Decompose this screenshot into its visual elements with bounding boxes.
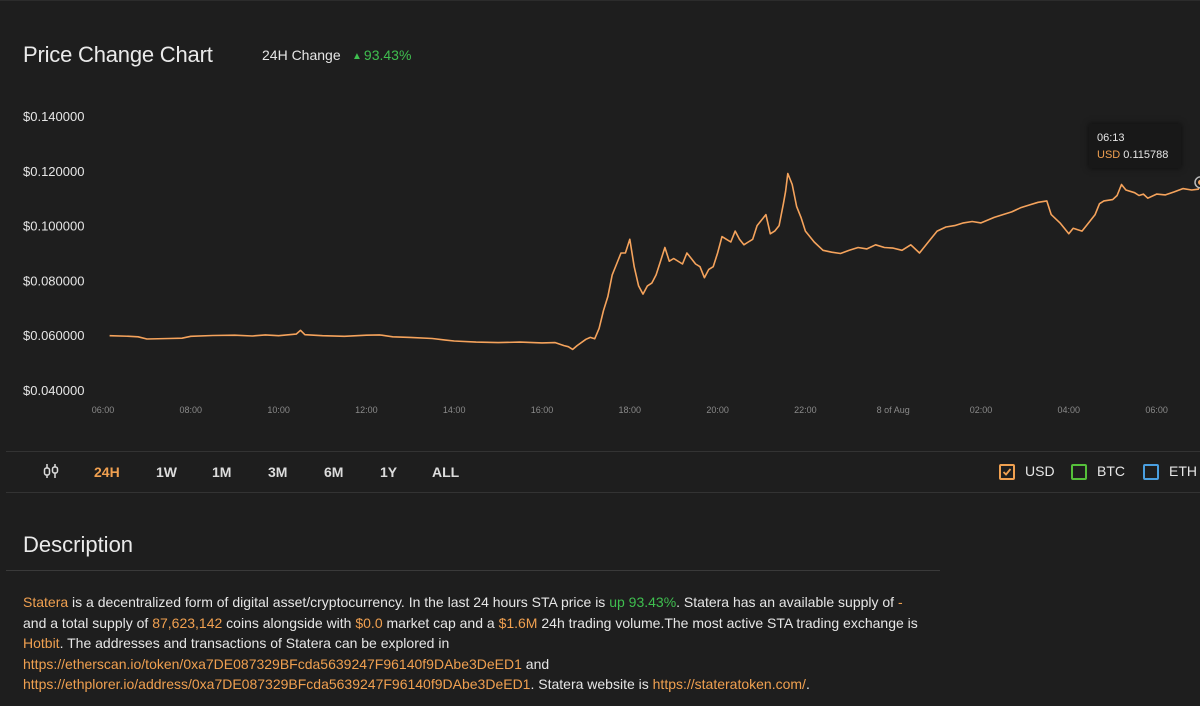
hover-marker: [1194, 176, 1200, 189]
description-fragment: 24h trading volume.The most active STA t…: [537, 614, 918, 631]
description-fragment: market cap and a: [382, 614, 499, 631]
change-value: ▲ 93.43%: [352, 47, 411, 63]
x-tick-label: 10:00: [267, 405, 290, 415]
y-tick-label: $0.080000: [23, 273, 84, 288]
range-1w-button[interactable]: 1W: [156, 464, 177, 480]
change-percent: 93.43%: [363, 47, 412, 63]
x-tick-label: 14:00: [443, 405, 466, 415]
x-axis-labels: 06:00 08:00 10:00 12:00 14:00 16:00 18:00 20:00…: [92, 405, 1168, 415]
usd-checkbox[interactable]: [999, 464, 1015, 480]
description-fragment: and a total supply of: [23, 614, 153, 631]
exchange-link[interactable]: Hotbit: [23, 635, 60, 651]
description-fragment: . Statera website is: [530, 676, 653, 692]
tooltip-value: 0.115788: [1123, 149, 1169, 161]
price-series-line: [109, 172, 1200, 351]
btc-checkbox[interactable]: [1071, 464, 1087, 480]
description-title: Description: [23, 532, 134, 557]
eth-label: ETH: [1169, 463, 1197, 479]
trading-volume: $1.6M: [498, 614, 538, 631]
y-tick-label: $0.060000: [23, 328, 84, 343]
description-fragment: . Statera has an available supply of: [676, 594, 898, 610]
range-selector-bar: 24H 1W 1M 3M 6M 1Y ALL USD BTC ETH: [6, 451, 1200, 493]
coin-name: Statera: [23, 594, 69, 610]
available-supply: -: [897, 594, 903, 610]
x-tick-label: 04:00: [1058, 405, 1081, 415]
description-divider: [6, 570, 940, 571]
x-tick-label: 8 of Aug: [877, 405, 910, 415]
usd-label: USD: [1025, 463, 1055, 479]
range-24h-button[interactable]: 24H: [94, 464, 120, 480]
y-tick-label: $0.140000: [23, 109, 84, 124]
range-6m-button[interactable]: 6M: [324, 464, 344, 480]
price-line-chart[interactable]: $0.140000 $0.120000 $0.100000 $0.080000 $0.0…: [0, 90, 1200, 425]
description-fragment: . The addresses and transactions of Stat…: [59, 635, 450, 651]
x-tick-label: 22:00: [794, 405, 817, 415]
check-icon: [1002, 468, 1012, 476]
x-tick-label: 08:00: [180, 405, 203, 415]
x-tick-label: 12:00: [355, 405, 378, 415]
ethplorer-link[interactable]: https://ethplorer.io/address/0xa7DE08732…: [23, 676, 531, 692]
candlestick-icon[interactable]: [43, 463, 59, 479]
description-fragment: coins alongside with: [222, 614, 356, 631]
price-tooltip: 06:13 USD 0.115788: [1089, 124, 1181, 168]
btc-label: BTC: [1097, 463, 1125, 479]
y-tick-label: $0.100000: [23, 219, 84, 234]
top-divider: [0, 0, 1200, 1]
y-tick-label: $0.040000: [23, 383, 84, 398]
total-supply: 87,623,142: [152, 614, 223, 631]
etherscan-link[interactable]: https://etherscan.io/token/0xa7DE087329B…: [23, 655, 522, 672]
description-fragment: .: [805, 676, 810, 692]
description-text: Statera is a decentralized form of digit…: [23, 592, 943, 695]
x-tick-label: 20:00: [706, 405, 729, 415]
tooltip-time: 06:13: [1097, 132, 1125, 144]
market-cap: $0.0: [355, 614, 383, 631]
x-tick-label: 06:00: [1145, 405, 1168, 415]
tooltip-currency: USD: [1097, 149, 1121, 161]
x-tick-label: 02:00: [970, 405, 993, 415]
y-axis-labels: $0.140000 $0.120000 $0.100000 $0.080000 $0.0…: [23, 109, 84, 398]
range-1y-button[interactable]: 1Y: [380, 464, 398, 480]
range-1m-button[interactable]: 1M: [212, 464, 232, 480]
range-all-button[interactable]: ALL: [432, 464, 460, 480]
chart-title: Price Change Chart: [23, 42, 213, 67]
up-arrow-icon: ▲: [352, 51, 362, 62]
range-3m-button[interactable]: 3M: [268, 464, 288, 480]
description-fragment: is a decentralized form of digital asset…: [68, 594, 610, 610]
website-link[interactable]: https://stateratoken.com/: [652, 676, 806, 692]
change-label: 24H Change: [262, 47, 341, 63]
description-fragment: and: [521, 655, 550, 672]
price-change-text: up 93.43%: [609, 594, 677, 610]
y-tick-label: $0.120000: [23, 164, 84, 179]
x-tick-label: 16:00: [531, 405, 554, 415]
x-tick-label: 06:00: [92, 405, 115, 415]
x-tick-label: 18:00: [619, 405, 642, 415]
eth-checkbox[interactable]: [1143, 464, 1159, 480]
